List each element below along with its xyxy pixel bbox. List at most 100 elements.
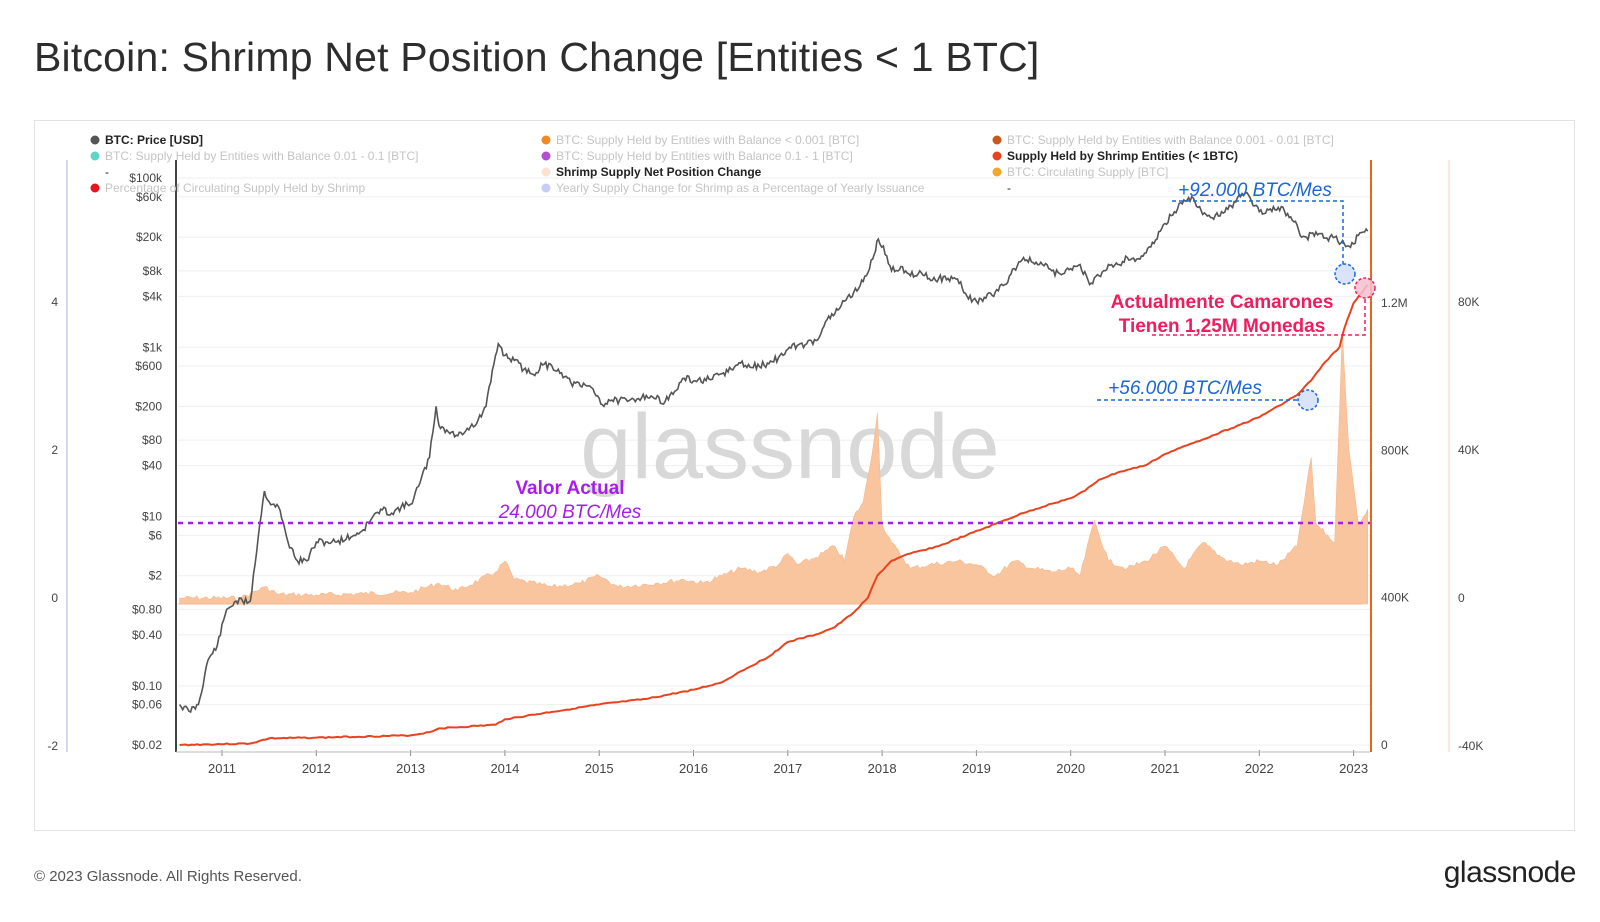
x-tick-label: 2016 [679,761,708,776]
price-tick-label: $200 [135,399,162,413]
x-tick-label: 2012 [302,761,331,776]
price-tick-label: $60k [136,190,163,204]
gridlines [178,177,1370,746]
price-tick-label: $0.40 [132,628,162,642]
legend-item[interactable]: BTC: Circulating Supply [BTC] [992,165,1169,179]
legend-swatch [90,135,100,145]
legend-label: Shrimp Supply Net Position Change [556,165,762,179]
legend-item[interactable]: - [1007,181,1011,195]
x-tick-label: 2015 [585,761,614,776]
page-title: Bitcoin: Shrimp Net Position Change [Ent… [34,34,1040,80]
legend-item[interactable]: Shrimp Supply Net Position Change [541,165,762,179]
x-tick-label: 2019 [962,761,991,776]
x-tick-label: 2011 [208,761,236,776]
legend-label: - [105,165,109,179]
current-supply-bracket [1152,297,1366,336]
legend-swatch [90,183,100,193]
price-tick-label: $8k [143,264,163,278]
far-left-tick-label: -2 [47,739,58,753]
supply-tick-label: 1.2M [1381,296,1408,310]
price-tick-label: $0.06 [132,698,162,712]
far-left-tick-label: 0 [51,591,58,605]
legend-label: BTC: Supply Held by Entities with Balanc… [556,149,853,163]
x-tick-label: 2023 [1339,761,1368,776]
legend-item[interactable]: Yearly Supply Change for Shrimp as a Per… [541,181,925,195]
net-change-tick-label: 80K [1458,295,1479,309]
price-tick-label: $10 [142,510,162,524]
x-tick-label: 2017 [773,761,802,776]
price-tick-label: $4k [143,289,163,303]
price-tick-label: $2 [149,569,163,583]
x-tick-label: 2021 [1151,761,1180,776]
legend-item[interactable]: BTC: Supply Held by Entities with Balanc… [992,133,1334,147]
legend-label: BTC: Supply Held by Entities with Balanc… [556,133,859,147]
x-tick-label: 2020 [1056,761,1085,776]
legend-item[interactable]: Supply Held by Shrimp Entities (< 1BTC) [992,149,1239,163]
price-tick-label: $0.80 [132,602,162,616]
current-value-label: Valor Actual [515,478,624,499]
price-tick-label: $1k [143,340,163,354]
legend-swatch [541,151,551,161]
glassnode-logo: glassnode [1443,856,1577,889]
legend-item[interactable]: BTC: Supply Held by Entities with Balanc… [541,149,853,163]
supply-tick-label: 0 [1381,738,1388,752]
supply-tick-label: 800K [1381,443,1409,457]
price-tick-label: $100k [129,171,163,185]
price-tick-label: $0.10 [132,679,162,693]
current-value-text: 24.000 BTC/Mes [498,502,642,523]
peak-2022-label: +56.000 BTC/Mes [1108,378,1262,399]
legend-label: Supply Held by Shrimp Entities (< 1BTC) [1007,149,1238,163]
legend-label: BTC: Supply Held by Entities with Balanc… [105,149,418,163]
x-tick-label: 2013 [396,761,425,776]
far-left-tick-label: 4 [51,295,58,309]
legend-swatch [992,135,1002,145]
legend-item[interactable]: BTC: Price [USD] [90,133,204,147]
shrimp-supply-line [179,283,1369,747]
legend-swatch [90,151,100,161]
legend-label: Yearly Supply Change for Shrimp as a Per… [556,181,925,195]
shrimp-supply-path [179,283,1369,747]
legend-item[interactable]: Percentage of Circulating Supply Held by… [90,181,366,195]
price-tick-label: $40 [142,459,162,473]
supply-tick-label: 400K [1381,591,1409,605]
legend-swatch [992,167,1002,177]
legend-label: BTC: Price [USD] [105,133,203,147]
chart-frame [34,120,1575,831]
peak-2022-marker [1297,389,1319,411]
annotations: Valor Actual 24.000 BTC/Mes +92.000 BTC/Me… [178,180,1376,525]
legend-swatch [541,183,551,193]
price-path [178,191,1369,714]
legend-swatch [992,151,1002,161]
price-line [178,191,1369,714]
current-supply-label-2: Tienen 1,25M Monedas [1119,316,1326,337]
net-change-tick-label: 40K [1458,443,1479,457]
x-tick-label: 2014 [490,761,519,776]
net-change-area [178,331,1368,605]
legend-item[interactable]: - [105,165,109,179]
legend-label: BTC: Circulating Supply [BTC] [1007,165,1168,179]
price-tick-label: $600 [135,359,162,373]
peak-2021-bracket [1172,200,1344,268]
x-tick-label: 2018 [868,761,897,776]
x-tick-label: 2022 [1245,761,1274,776]
peak-2021-marker [1334,263,1356,285]
net-change-tick-label: 0 [1458,591,1465,605]
peak-2021-label: +92.000 BTC/Mes [1178,180,1332,201]
price-tick-label: $6 [149,528,163,542]
far-left-tick-label: 2 [51,443,58,457]
legend: BTC: Price [USD] BTC: Supply Held by Enti… [90,133,1334,195]
price-tick-label: $0.02 [132,738,162,752]
legend-label: Percentage of Circulating Supply Held by… [105,181,365,195]
copyright: © 2023 Glassnode. All Rights Reserved. [34,868,302,885]
net-change-tick-label: -40K [1458,739,1483,753]
legend-item[interactable]: BTC: Supply Held by Entities with Balanc… [541,133,860,147]
legend-label: BTC: Supply Held by Entities with Balanc… [1007,133,1334,147]
net-change-area-path [179,331,1368,605]
axes: $100k$60k$20k$8k$4k$1k$600$200$80$40$10$… [47,160,1483,776]
price-tick-label: $20k [136,230,163,244]
legend-item[interactable]: BTC: Supply Held by Entities with Balanc… [90,149,419,163]
current-supply-marker [1354,277,1376,299]
legend-swatch [541,135,551,145]
current-supply-label-1: Actualmente Camarones [1111,292,1334,313]
